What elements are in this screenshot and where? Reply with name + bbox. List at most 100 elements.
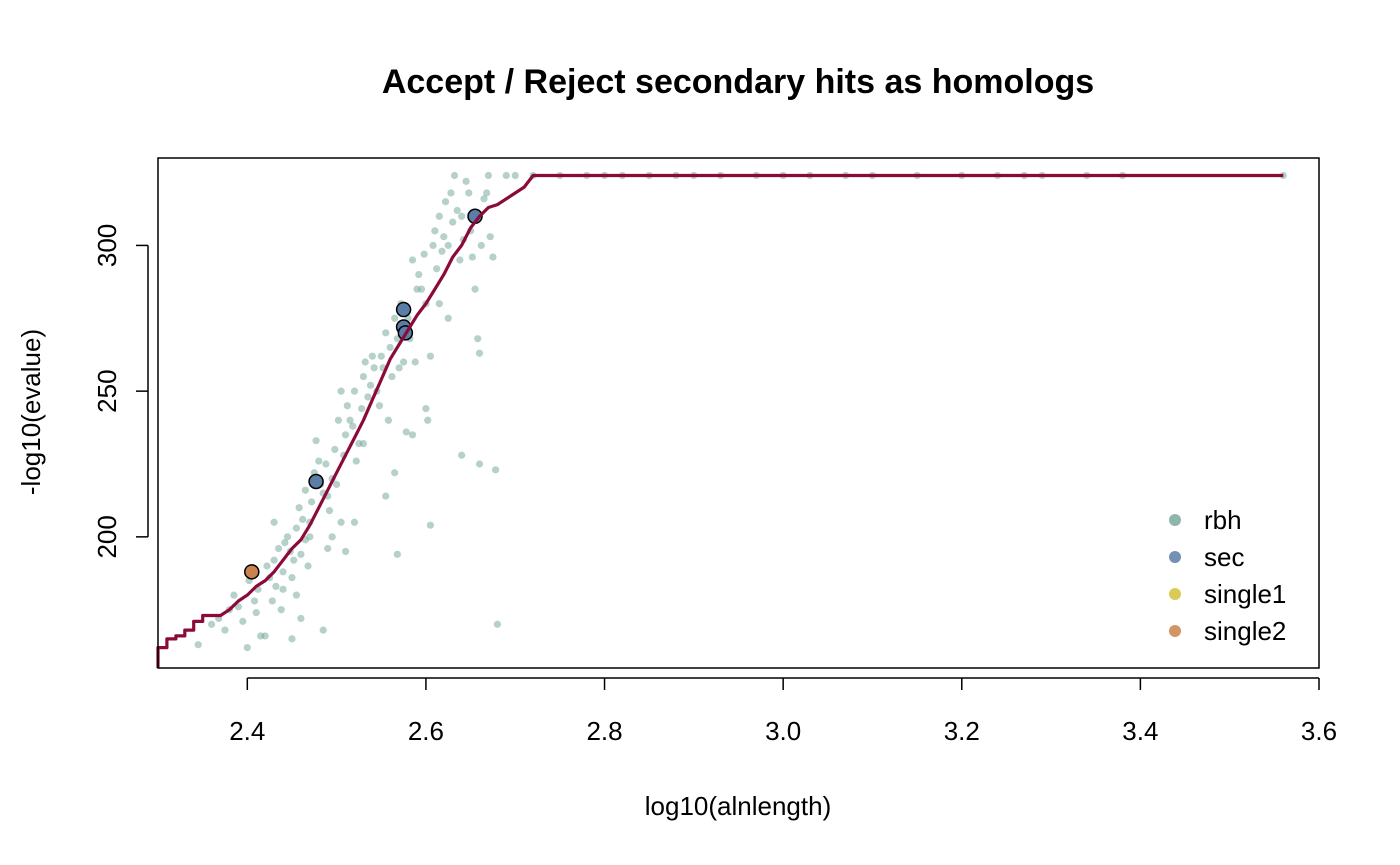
legend-swatch-single1 <box>1169 588 1181 600</box>
point-rbh <box>268 597 276 605</box>
point-rbh <box>368 352 376 360</box>
point-single2 <box>244 564 260 580</box>
point-rbh <box>359 440 368 448</box>
point-rbh <box>261 632 269 640</box>
point-rbh <box>288 574 296 582</box>
point-rbh <box>408 431 417 439</box>
y-tick-label: 300 <box>92 224 122 267</box>
point-rbh <box>424 416 432 424</box>
plot-frame <box>157 157 1320 669</box>
point-rbh <box>304 562 312 570</box>
point-rbh <box>386 343 394 352</box>
point-rbh <box>288 635 296 643</box>
point-rbh <box>352 457 360 465</box>
point-rbh <box>489 253 497 261</box>
point-rbh <box>346 416 354 424</box>
point-rbh <box>426 352 434 360</box>
y-tick-label: 200 <box>92 515 122 558</box>
point-rbh <box>393 550 401 558</box>
point-rbh <box>350 387 359 395</box>
point-rbh <box>341 547 350 556</box>
point-rbh <box>465 189 473 197</box>
point-rbh <box>438 247 446 255</box>
point-rbh <box>263 562 271 570</box>
point-rbh <box>364 393 372 401</box>
point-rbh <box>440 233 448 241</box>
point-rbh <box>493 620 501 628</box>
y-axis-label: -log10(evalue) <box>16 329 46 495</box>
x-tick-label: 2.8 <box>586 716 622 746</box>
point-rbh <box>450 171 459 180</box>
chart-title: Accept / Reject secondary hits as homolo… <box>382 63 1094 101</box>
point-rbh <box>207 620 216 628</box>
legend-swatch-sec <box>1169 551 1181 563</box>
point-rbh <box>444 241 452 250</box>
point-rbh <box>279 568 287 576</box>
point-rbh <box>435 212 443 220</box>
point-rbh <box>270 556 278 564</box>
point-rbh <box>444 314 452 322</box>
point-rbh <box>281 539 289 547</box>
point-rbh <box>477 241 485 250</box>
point-rbh <box>358 405 366 413</box>
point-rbh <box>292 591 301 599</box>
point-rbh <box>341 431 350 439</box>
point-rbh <box>297 614 305 623</box>
point-rbh <box>290 556 298 564</box>
point-rbh <box>194 641 202 649</box>
point-rbh <box>475 460 484 468</box>
point-rbh <box>502 171 510 180</box>
point-rbh <box>483 189 491 197</box>
point-rbh <box>370 364 378 372</box>
threshold-line-group <box>156 173 1284 668</box>
point-rbh <box>491 466 500 474</box>
point-rbh <box>322 460 330 468</box>
point-rbh <box>458 451 466 459</box>
legend-label-rbh: rbh <box>1204 505 1242 535</box>
point-rbh <box>331 445 339 454</box>
point-rbh <box>221 626 229 634</box>
point-rbh <box>337 387 345 395</box>
point-rbh <box>391 469 399 477</box>
point-rbh <box>471 285 479 293</box>
point-rbh <box>449 218 457 226</box>
legend-label-sec: sec <box>1204 542 1244 572</box>
point-rbh <box>408 256 417 264</box>
point-rbh <box>458 212 466 220</box>
point-rbh <box>337 518 345 526</box>
point-rbh <box>431 227 439 235</box>
point-rbh <box>391 314 399 322</box>
point-rbh <box>475 349 484 357</box>
x-tick-label: 3.2 <box>944 716 980 746</box>
point-sec <box>395 301 412 318</box>
point-rbh <box>270 518 278 526</box>
legend-swatch-single2 <box>1169 625 1181 637</box>
point-rbh <box>361 358 369 366</box>
point-rbh <box>292 524 301 532</box>
point-rbh <box>384 416 393 424</box>
point-rbh <box>328 533 336 541</box>
point-rbh <box>274 544 283 553</box>
point-rbh <box>447 189 455 197</box>
point-rbh <box>272 582 280 591</box>
plot-points <box>194 171 1287 652</box>
legend-label-single1: single1 <box>1204 579 1286 609</box>
threshold-line <box>156 173 1284 668</box>
point-rbh <box>299 515 307 523</box>
point-rbh <box>402 428 410 436</box>
point-rbh <box>468 253 476 261</box>
point-rbh <box>453 206 461 215</box>
point-rbh <box>301 486 309 494</box>
x-axis: 2.4 2.6 2.8 3.0 3.2 3.4 3.6 <box>229 677 1337 746</box>
point-rbh <box>234 603 242 611</box>
x-tick-label: 3.4 <box>1122 716 1158 746</box>
point-rbh <box>359 372 368 381</box>
point-rbh <box>456 256 464 264</box>
point-rbh <box>382 329 390 337</box>
point-rbh <box>324 544 332 553</box>
x-tick-label: 3.6 <box>1301 716 1337 746</box>
point-rbh <box>333 480 341 488</box>
point-rbh <box>315 457 323 465</box>
x-tick-label: 2.4 <box>229 716 265 746</box>
point-rbh <box>349 422 357 430</box>
